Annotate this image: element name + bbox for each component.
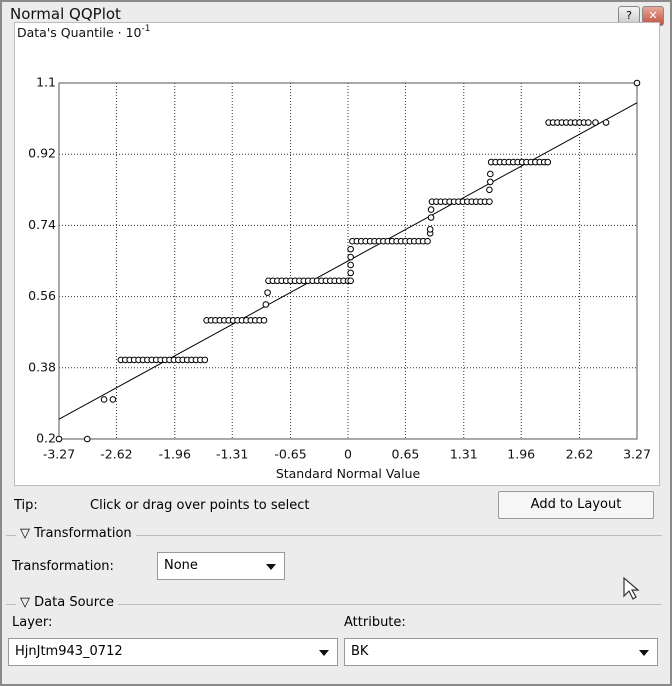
x-tick-label: 0 bbox=[344, 447, 352, 462]
layer-dropdown[interactable]: HjnJtm943_0712 bbox=[8, 638, 338, 666]
x-tick-label: 2.62 bbox=[566, 447, 594, 462]
x-tick-label: -3.27 bbox=[43, 447, 75, 462]
chart-panel: Data's Quantile · 10-1 Standard Normal V… bbox=[14, 22, 660, 486]
data-point bbox=[425, 238, 431, 244]
data-point bbox=[263, 302, 269, 308]
window-title: Normal QQPlot bbox=[10, 5, 121, 23]
data-point bbox=[487, 199, 493, 205]
layer-label: Layer: bbox=[12, 615, 52, 630]
attribute-dropdown[interactable]: BK bbox=[344, 638, 658, 666]
data-point bbox=[586, 120, 592, 126]
transformation-section[interactable]: ▽ Transformation bbox=[16, 526, 136, 541]
data-point bbox=[348, 278, 354, 284]
y-axis-label: Data's Quantile · 10-1 bbox=[17, 24, 150, 40]
x-tick-label: -0.65 bbox=[274, 447, 306, 462]
data-point bbox=[348, 270, 354, 276]
x-tick-label: -1.31 bbox=[216, 447, 248, 462]
data-point bbox=[265, 290, 271, 296]
dropdown-value: BK bbox=[351, 644, 368, 659]
data-source-section[interactable]: ▽ Data Source bbox=[16, 595, 118, 610]
data-point bbox=[487, 171, 493, 177]
data-point bbox=[593, 120, 599, 126]
y-tick-label: 1.1 bbox=[36, 75, 56, 90]
window: Normal QQPlot ? ✕ Data's Quantile · 10-1… bbox=[0, 0, 672, 686]
data-point bbox=[261, 318, 267, 324]
chart: Data's Quantile · 10-1 Standard Normal V… bbox=[15, 23, 659, 485]
data-point bbox=[348, 254, 354, 260]
data-point bbox=[487, 187, 493, 193]
section-title: Transformation bbox=[34, 526, 132, 541]
data-point bbox=[428, 207, 434, 213]
dropdown-arrow bbox=[639, 650, 649, 656]
x-tick-label: 1.31 bbox=[450, 447, 478, 462]
x-tick-label: 1.96 bbox=[507, 447, 535, 462]
mouse-cursor bbox=[622, 576, 642, 602]
data-point bbox=[603, 120, 609, 126]
data-point bbox=[110, 397, 116, 403]
data-point bbox=[634, 80, 640, 86]
y-label-text: Data's Quantile · 10 bbox=[17, 25, 142, 40]
y-tick-label: 0.92 bbox=[28, 146, 56, 161]
x-tick-label: 0.65 bbox=[392, 447, 420, 462]
data-point bbox=[101, 397, 107, 403]
data-point bbox=[202, 357, 208, 363]
x-tick-label: 3.27 bbox=[623, 447, 651, 462]
tip-text: Click or drag over points to select bbox=[90, 498, 309, 513]
y-label-exponent: -1 bbox=[141, 24, 150, 34]
y-tick-label: 0.74 bbox=[28, 217, 56, 232]
data-point bbox=[348, 246, 354, 252]
dropdown-value: None bbox=[164, 558, 198, 573]
dropdown-value: HjnJtm943_0712 bbox=[15, 644, 123, 659]
section-title: Data Source bbox=[34, 595, 114, 610]
add-to-layout-button[interactable]: Add to Layout bbox=[498, 491, 654, 519]
transformation-dropdown[interactable]: None bbox=[157, 552, 285, 580]
x-tick-label: -2.62 bbox=[100, 447, 132, 462]
data-point bbox=[428, 215, 434, 221]
x-axis-label: Standard Normal Value bbox=[276, 466, 421, 481]
attribute-label: Attribute: bbox=[344, 615, 406, 630]
y-tick-label: 0.2 bbox=[36, 431, 56, 446]
dropdown-arrow bbox=[319, 650, 329, 656]
dropdown-arrow bbox=[266, 564, 276, 570]
data-point bbox=[84, 436, 90, 442]
tip-label: Tip: bbox=[14, 498, 38, 513]
data-point bbox=[427, 227, 433, 233]
x-tick-label: -1.96 bbox=[159, 447, 191, 462]
data-point bbox=[545, 159, 551, 165]
y-tick-label: 0.56 bbox=[28, 288, 56, 303]
data-point bbox=[348, 262, 354, 268]
y-tick-label: 0.38 bbox=[28, 359, 56, 374]
data-point bbox=[487, 179, 493, 185]
transformation-label: Transformation: bbox=[12, 559, 114, 574]
data-point bbox=[56, 436, 62, 442]
